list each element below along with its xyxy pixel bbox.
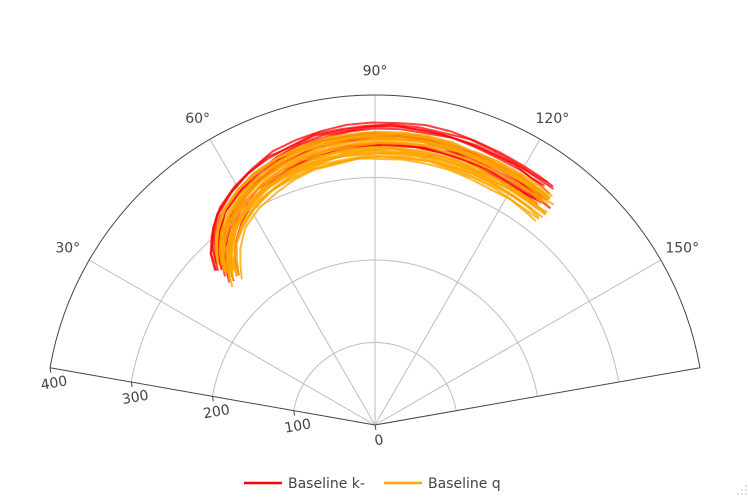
- baseline-q-line-24[interactable]: [221, 140, 543, 271]
- baseline-q-line-21[interactable]: [235, 151, 546, 276]
- angular-tick-label: 150°: [665, 241, 699, 257]
- radial-tick-label: 300: [121, 388, 150, 408]
- radial-tick-label: 100: [283, 416, 312, 436]
- outer-arc: [49, 94, 701, 368]
- angular-grid-line-30: [88, 259, 376, 426]
- radial-tick-mark: [293, 410, 296, 416]
- angular-grid-line-150: [374, 259, 662, 426]
- radial-tick-mark: [130, 381, 133, 388]
- axis-ticks: 30° 60° 90° 120° 150° 0 100 200 300 400: [40, 63, 700, 449]
- radial-tick-mark: [212, 396, 214, 402]
- angular-tick-label: 30°: [55, 241, 80, 257]
- radial-tick-label: 0: [373, 432, 385, 449]
- baseline-q-line-23[interactable]: [239, 155, 543, 280]
- angular-tick-label: 90°: [363, 63, 388, 79]
- baseline-q-line-17[interactable]: [216, 133, 548, 263]
- angular-tick-label: 120°: [536, 111, 570, 127]
- resize-grip-icon[interactable]: [737, 485, 747, 495]
- traces[interactable]: [209, 121, 555, 288]
- angular-tick-label: 60°: [185, 111, 210, 127]
- legend[interactable]: Baseline k- Baseline q: [244, 476, 501, 492]
- baseline-q-line-22[interactable]: [225, 147, 537, 282]
- legend-item[interactable]: Baseline q: [384, 476, 501, 492]
- polar-grid: [88, 95, 662, 426]
- radial-tick-label: 200: [202, 402, 231, 422]
- baseline-k-line-7[interactable]: [211, 121, 554, 264]
- legend-label: Baseline q: [428, 476, 501, 492]
- radial-tick-mark: [49, 367, 52, 373]
- legend-item[interactable]: Baseline k-: [244, 476, 365, 492]
- radial-tick-mark: [374, 424, 377, 431]
- sector-edge-line: [374, 367, 701, 426]
- radial-tick-label: 400: [40, 373, 69, 393]
- legend-label: Baseline k-: [288, 476, 365, 492]
